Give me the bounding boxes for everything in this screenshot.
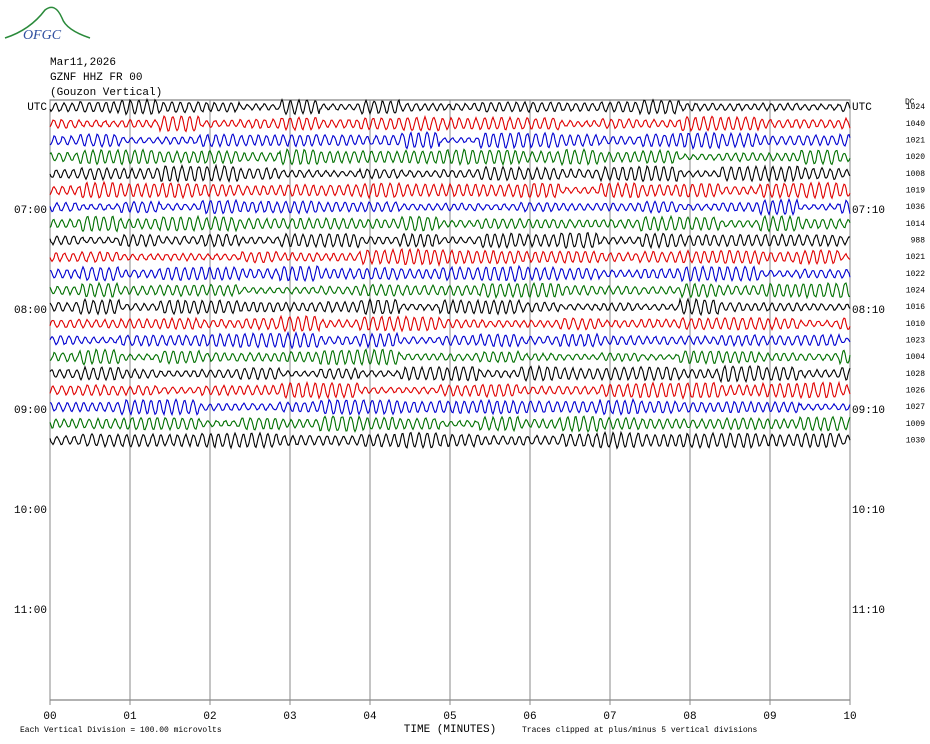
dc-value: 1021 xyxy=(906,136,925,145)
left-time-label: 11:00 xyxy=(14,605,47,617)
dc-value: 1028 xyxy=(906,370,925,379)
trace xyxy=(49,380,851,400)
trace xyxy=(49,348,851,367)
x-tick-label: 04 xyxy=(363,711,377,723)
trace xyxy=(49,214,851,233)
x-tick-label: 09 xyxy=(763,711,776,723)
trace xyxy=(49,231,851,250)
station: GZNF HHZ FR 00 xyxy=(50,72,142,84)
trace xyxy=(49,415,851,433)
right-time-label: 10:10 xyxy=(852,505,885,517)
x-tick-label: 02 xyxy=(203,711,216,723)
dc-value: 1026 xyxy=(906,386,925,395)
dc-value: 1023 xyxy=(906,336,925,345)
trace xyxy=(49,163,851,183)
x-tick-label: 05 xyxy=(443,711,456,723)
left-time-label: 08:00 xyxy=(14,305,47,317)
dc-value: 1024 xyxy=(906,103,925,112)
trace xyxy=(49,180,851,200)
x-tick-label: 10 xyxy=(843,711,856,723)
trace xyxy=(49,97,851,116)
dc-value: 1014 xyxy=(906,220,925,229)
x-tick-label: 07 xyxy=(603,711,616,723)
x-tick-label: 03 xyxy=(283,711,296,723)
left-time-label: 07:00 xyxy=(14,205,47,217)
trace xyxy=(49,130,851,150)
left-time-label: UTC xyxy=(27,102,47,114)
right-time-label: 07:10 xyxy=(852,205,885,217)
left-time-label: 10:00 xyxy=(14,505,47,517)
dc-value: 1021 xyxy=(906,253,925,262)
dc-value: 1024 xyxy=(906,286,925,295)
dc-value: 1020 xyxy=(906,153,925,162)
right-time-label: UTC xyxy=(852,102,872,114)
trace xyxy=(49,430,851,450)
dc-value: 1004 xyxy=(906,353,925,362)
logo-mountain xyxy=(4,6,91,39)
x-title: TIME (MINUTES) xyxy=(404,724,496,736)
trace xyxy=(49,248,851,268)
dc-value: 988 xyxy=(911,236,926,245)
dc-value: 1009 xyxy=(906,420,925,429)
x-tick-label: 08 xyxy=(683,711,696,723)
dc-value: 1010 xyxy=(906,320,925,329)
trace xyxy=(49,148,851,167)
footer-left: Each Vertical Division = 100.00 microvol… xyxy=(20,726,222,735)
trace xyxy=(49,331,851,350)
footer-right: Traces clipped at plus/minus 5 vertical … xyxy=(522,726,757,735)
trace xyxy=(49,364,851,384)
trace xyxy=(49,264,851,283)
trace xyxy=(49,314,851,333)
right-time-label: 11:10 xyxy=(852,605,885,617)
x-tick-label: 00 xyxy=(43,711,56,723)
dc-value: 1008 xyxy=(906,170,925,179)
trace xyxy=(49,281,851,300)
dc-label: DC xyxy=(905,98,915,107)
x-tick-label: 06 xyxy=(523,711,536,723)
trace xyxy=(49,397,851,417)
dc-value: 1030 xyxy=(906,436,925,445)
date: Mar11,2026 xyxy=(50,57,116,69)
dc-value: 1016 xyxy=(906,303,925,312)
location: (Gouzon Vertical) xyxy=(50,87,162,99)
dc-value: 1036 xyxy=(906,203,925,212)
trace xyxy=(49,114,851,133)
dc-value: 1040 xyxy=(906,120,925,129)
dc-value: 1022 xyxy=(906,270,925,279)
logo: OFGC xyxy=(23,28,62,43)
trace xyxy=(49,197,851,217)
left-time-label: 09:00 xyxy=(14,405,47,417)
right-time-label: 09:10 xyxy=(852,405,885,417)
right-time-label: 08:10 xyxy=(852,305,885,317)
x-tick-label: 01 xyxy=(123,711,137,723)
dc-value: 1027 xyxy=(906,403,925,412)
dc-value: 1019 xyxy=(906,186,925,195)
trace xyxy=(49,297,851,317)
